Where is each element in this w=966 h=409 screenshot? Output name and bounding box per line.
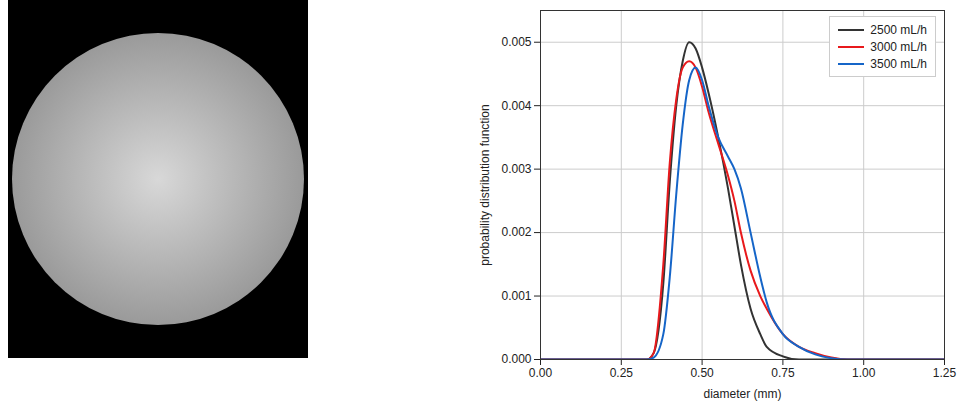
svg-text:0.004: 0.004 (501, 99, 531, 113)
svg-text:0.75: 0.75 (771, 366, 795, 380)
svg-text:0.25: 0.25 (610, 366, 634, 380)
svg-text:diameter (mm): diameter (mm) (703, 387, 781, 401)
svg-text:probability distribution funct: probability distribution function (478, 104, 492, 265)
svg-text:1.00: 1.00 (852, 366, 876, 380)
svg-text:1.25: 1.25 (933, 366, 957, 380)
svg-text:0.00: 0.00 (529, 366, 553, 380)
svg-text:0.003: 0.003 (501, 162, 531, 176)
svg-text:0.000: 0.000 (501, 352, 531, 366)
html-text:3000 mL/h: 3000 mL/h (870, 39, 927, 54)
html-text:3500 mL/h: 3500 mL/h (870, 56, 927, 71)
svg-text:0.005: 0.005 (501, 35, 531, 49)
html-text:2500 mL/h: 2500 mL/h (870, 22, 927, 37)
svg-text:0.001: 0.001 (501, 289, 531, 303)
svg-text:0.002: 0.002 (501, 225, 531, 239)
svg-text:0.50: 0.50 (690, 366, 714, 380)
